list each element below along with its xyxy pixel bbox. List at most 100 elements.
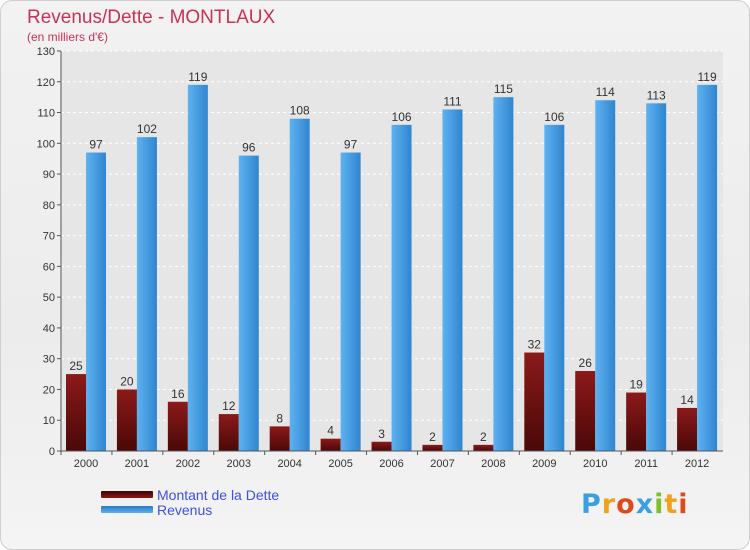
data-label: 16 [171,387,185,401]
bar-revenus [391,124,412,451]
x-tick-label: 2002 [176,458,200,470]
data-label: 19 [629,378,643,392]
logo-letter: i [678,489,689,520]
bar-dette [575,371,596,451]
y-tick-label: 120 [37,77,55,89]
data-label: 119 [698,70,717,84]
x-tick-label: 2006 [379,458,403,470]
data-label: 20 [120,374,134,388]
bar-revenus [289,118,310,451]
logo-letter: x [635,489,655,520]
y-tick-label: 50 [43,292,55,304]
y-tick-label: 130 [37,46,55,58]
data-label: 8 [276,411,283,425]
legend: Montant de la Dette Revenus [101,486,280,518]
bar-dette [320,438,341,451]
x-tick-label: 2012 [685,458,709,470]
x-tick-label: 2010 [583,458,607,470]
data-label: 2 [480,430,487,444]
bar-revenus [187,84,208,451]
x-tick-label: 2007 [430,458,454,470]
legend-swatch-revenus [101,506,153,513]
logo-letter: i [654,489,665,520]
y-tick-label: 100 [37,138,55,150]
data-label: 102 [137,122,157,136]
bars: 25 97 20 102 16 119 12 96 8 108 4 97 3 106 2 111 2 115 32 1… [66,70,718,452]
logo-letter: o [616,489,636,520]
bar-dette [116,389,137,451]
bar-dette [167,401,188,451]
logo-letter: t [664,489,679,520]
bar-revenus [493,97,514,452]
data-label: 114 [596,85,615,99]
x-tick-label: 2009 [532,458,556,470]
legend-swatch-dette [101,491,153,498]
data-label: 106 [392,110,412,124]
bar-revenus [238,155,259,451]
y-tick-label: 80 [43,200,55,212]
bar-revenus [697,84,718,451]
data-label: 4 [327,424,334,438]
data-label: 97 [344,138,358,152]
y-tick-label: 60 [43,261,55,273]
bar-revenus [544,124,565,451]
data-label: 106 [544,110,564,124]
data-label: 26 [579,356,593,370]
data-label: 108 [290,104,310,118]
bar-revenus [340,152,361,452]
bar-revenus [646,103,667,452]
data-label: 113 [647,88,666,102]
logo-letter: r [601,489,617,520]
bar-dette [218,414,239,451]
proxiti-logo: Proxiti [581,489,689,520]
data-label: 32 [528,338,542,352]
y-tick-label: 40 [43,323,55,335]
data-label: 25 [69,359,83,373]
bar-revenus [442,109,463,451]
x-tick-label: 2011 [634,458,658,470]
y-tick-label: 0 [49,446,55,458]
bar-dette [422,444,443,451]
bar-revenus [86,152,106,452]
bar-revenus [136,137,157,451]
legend-label-revenus: Revenus [157,501,213,518]
data-label: 111 [443,94,462,108]
y-tick-label: 10 [43,415,55,427]
bar-dette [473,444,494,451]
y-tick-label: 110 [37,108,55,120]
legend-label-dette: Montant de la Dette [157,486,280,503]
bar-dette [626,392,647,451]
chart-title: Revenus/Dette - MONTLAUX [27,7,275,28]
data-label: 14 [680,393,694,407]
data-label: 115 [494,82,513,96]
y-tick-label: 70 [43,231,55,243]
data-label: 2 [429,430,436,444]
bar-dette [66,374,86,451]
legend-item-dette: Montant de la Dette [101,486,280,503]
bar-dette [524,352,545,451]
logo-letter: P [581,489,602,520]
y-tick-label: 90 [43,169,55,181]
y-axis: 0 10 20 30 40 50 60 70 80 90 100 110 120 130 [37,46,62,458]
x-tick-label: 2001 [125,458,149,470]
data-label: 96 [242,141,256,155]
data-label: 119 [188,70,207,84]
bar-dette [677,407,698,451]
x-tick-label: 2000 [74,458,98,470]
x-tick-label: 2003 [227,458,251,470]
data-label: 3 [378,427,385,441]
bar-revenus [595,100,616,451]
x-tick-label: 2005 [328,458,352,470]
data-label: 97 [89,138,103,152]
x-tick-label: 2008 [481,458,505,470]
chart-subtitle: (en milliers d'€) [27,30,108,44]
bar-dette [269,426,290,451]
bar-dette [371,441,392,451]
x-tick-label: 2004 [277,458,301,470]
data-label: 12 [222,399,236,413]
x-axis: 2000 2001 2002 2003 2004 2005 2006 2007 2008 2009… [60,450,723,470]
y-tick-label: 20 [43,384,55,396]
y-tick-label: 30 [43,354,55,366]
